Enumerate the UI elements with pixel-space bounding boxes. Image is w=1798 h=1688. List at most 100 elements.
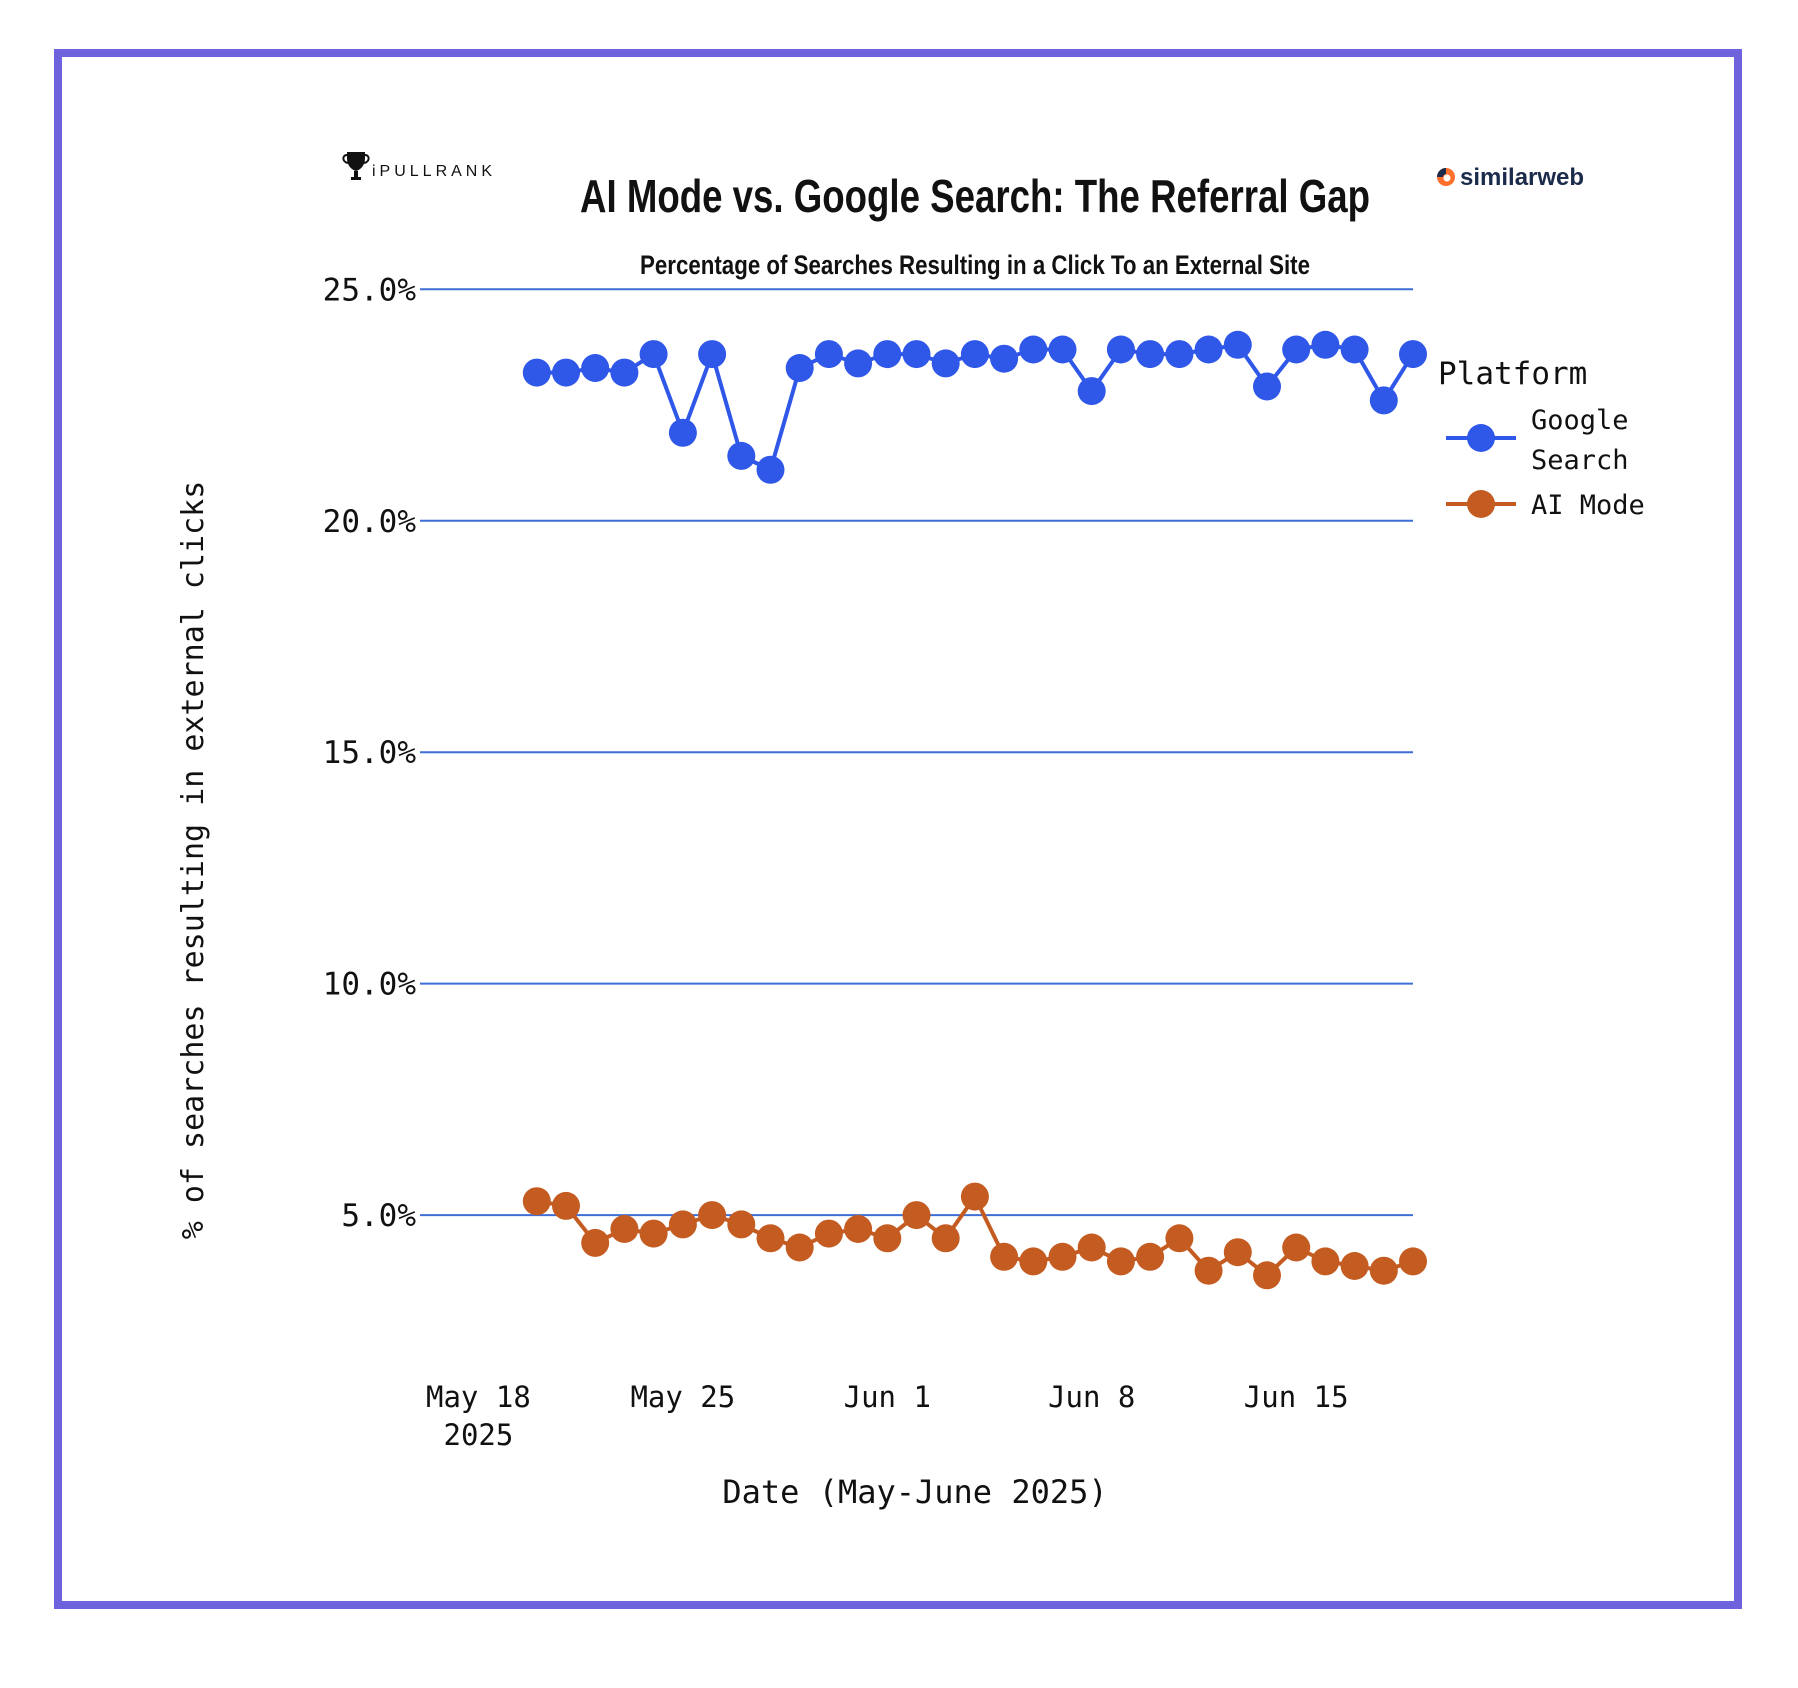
data-point-ai_mode [522,1187,551,1216]
data-point-google [1019,335,1048,364]
x-axis-title: Date (May-June 2025) [722,1473,1107,1511]
data-point-google [1311,330,1340,359]
data-point-google [639,340,668,369]
data-point-ai_mode [756,1224,785,1253]
data-point-google [698,340,727,369]
x-tick-sublabel: 2025 [443,1418,513,1452]
similarweb-logo-text: similarweb [1460,164,1584,191]
data-point-google [1077,377,1106,406]
data-point-google [1253,372,1281,401]
data-point-ai_mode [639,1219,668,1248]
x-tick-label: Jun 1 [844,1380,931,1414]
data-point-ai_mode [844,1215,873,1243]
data-point-ai_mode [1369,1256,1398,1285]
data-point-google [1136,340,1165,369]
data-point-google [581,354,610,382]
legend-label-ai-mode: AI Mode [1531,490,1645,521]
legend-label-google-line2: Search [1531,445,1629,476]
data-point-google [1194,335,1223,364]
chart-title: AI Mode vs. Google Search: The Referral … [580,170,1370,222]
data-point-ai_mode [668,1210,697,1239]
data-point-google [756,455,785,484]
data-point-google [873,340,902,369]
gridlines [420,288,1413,1217]
data-point-ai_mode [1136,1242,1165,1271]
y-tick-label: 20.0% [323,504,417,540]
data-point-ai_mode [727,1210,756,1239]
ipullrank-logo: iPULLRANK [342,152,496,180]
y-axis-title: % of searches resulting in external clic… [176,481,211,1240]
data-point-google [814,340,843,369]
x-tick-label: Jun 15 [1244,1380,1349,1414]
data-point-google [1282,335,1311,364]
series [522,330,1427,1290]
data-point-ai_mode [814,1219,843,1248]
data-point-ai_mode [1165,1224,1194,1253]
data-point-ai_mode [1399,1247,1427,1276]
legend-marker-google-search [1467,424,1495,452]
data-point-ai_mode [581,1228,610,1257]
data-point-google [610,358,639,387]
data-point-google [1106,335,1135,364]
data-point-ai_mode [698,1201,727,1230]
y-tick-label: 25.0% [323,272,417,308]
data-point-google [1223,330,1252,359]
data-point-google [990,344,1019,373]
legend-item-google-search: Google Search [1446,405,1629,476]
y-tick-label: 10.0% [323,967,417,1003]
data-point-ai_mode [610,1215,639,1243]
data-point-ai_mode [902,1201,931,1230]
x-tick-label: May 18 [426,1380,531,1414]
x-axis-ticks: May 18 2025 May 25 Jun 1 Jun 8 Jun 15 [426,1380,1349,1452]
data-point-google [1399,340,1427,369]
data-point-ai_mode [785,1233,814,1262]
similarweb-logo: similarweb [1437,164,1584,191]
data-point-google [902,340,931,369]
data-point-ai_mode [960,1182,989,1211]
data-point-google [960,340,989,369]
data-point-google [1369,386,1398,415]
data-point-ai_mode [552,1191,580,1220]
legend-item-ai-mode: AI Mode [1446,490,1645,521]
data-point-google [522,358,551,387]
data-point-ai_mode [990,1242,1019,1271]
data-point-ai_mode [1077,1233,1106,1262]
y-axis-ticks: 5.0% 10.0% 15.0% 20.0% 25.0% [323,272,417,1234]
data-point-ai_mode [1282,1233,1311,1262]
trophy-icon [342,152,370,180]
series-google [522,330,1427,484]
data-point-google [844,349,873,378]
ipullrank-logo-text: iPULLRANK [372,163,496,180]
data-point-ai_mode [1340,1252,1369,1280]
y-tick-label: 15.0% [323,735,417,771]
data-point-google [1048,335,1077,364]
data-point-ai_mode [1106,1247,1135,1276]
x-tick-label: May 25 [630,1380,735,1414]
data-point-ai_mode [873,1224,902,1253]
data-point-google [668,418,697,447]
similarweb-icon [1437,168,1455,186]
data-point-ai_mode [1223,1238,1252,1267]
data-point-google [1340,335,1369,364]
chart-frame [54,49,1742,1609]
data-point-ai_mode [1019,1247,1048,1276]
chart-subtitle: Percentage of Searches Resulting in a Cl… [640,250,1310,280]
legend: Platform Google Search AI Mode [1438,356,1645,521]
data-point-ai_mode [1194,1256,1223,1285]
data-point-google [727,441,756,470]
legend-marker-ai-mode [1467,490,1495,518]
data-point-google [785,354,814,382]
y-tick-label: 5.0% [341,1198,416,1234]
x-tick-label: Jun 8 [1048,1380,1135,1414]
legend-label-google-line1: Google [1531,405,1629,436]
data-point-google [552,358,580,387]
data-point-google [931,349,960,378]
data-point-ai_mode [931,1224,960,1253]
series-ai_mode [522,1182,1427,1290]
data-point-google [1165,340,1194,369]
data-point-ai_mode [1048,1242,1077,1271]
data-point-ai_mode [1253,1261,1281,1290]
legend-title: Platform [1438,356,1587,392]
data-point-ai_mode [1311,1247,1340,1276]
